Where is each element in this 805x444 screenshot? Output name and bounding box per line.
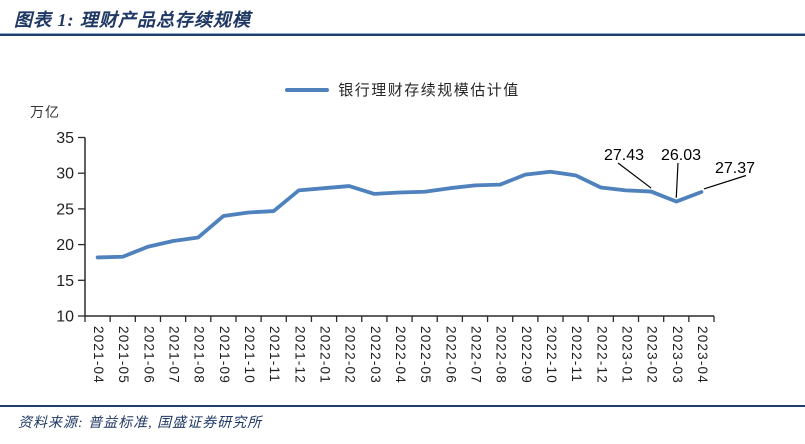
x-axis-tick-label: 2021-05 [116, 326, 131, 384]
header-divider [0, 33, 805, 36]
annotation-label: 26.03 [661, 147, 701, 164]
source-note: 资料来源: 普益标准, 国盛证券研究所 [18, 416, 263, 431]
annotation-label: 27.43 [604, 147, 644, 164]
x-axis-tick-label: 2023-02 [645, 326, 660, 384]
y-axis-tick-label: 35 [56, 130, 74, 147]
annotation-leader-line [617, 162, 652, 189]
x-axis-tick-label: 2021-07 [167, 326, 182, 384]
legend-label: 银行理财存续规模估计值 [338, 82, 520, 99]
y-axis-tick-label: 25 [56, 201, 74, 218]
annotation-label: 27.37 [715, 160, 755, 177]
x-axis-tick-label: 2022-06 [443, 326, 458, 384]
x-axis-tick-label: 2023-01 [619, 326, 634, 384]
x-axis-tick-label: 2021-08 [192, 326, 207, 384]
x-axis-tick-label: 2021-06 [141, 326, 156, 384]
x-axis-tick-label: 2022-01 [318, 326, 333, 384]
x-axis-tick-label: 2021-10 [242, 326, 257, 384]
legend-line-swatch [285, 87, 330, 92]
y-axis-tick-label: 10 [56, 309, 74, 326]
footer-divider [0, 405, 805, 407]
x-axis-tick-label: 2022-08 [494, 326, 509, 384]
x-axis-tick-label: 2022-07 [468, 326, 483, 384]
x-axis-tick-label: 2022-11 [569, 326, 584, 383]
x-axis-tick-label: 2022-04 [393, 326, 408, 384]
annotation-leader-line [675, 162, 679, 198]
x-axis-tick-label: 2023-04 [695, 326, 710, 384]
figure-title: 图表 1: 理财产品总存续规模 [14, 10, 251, 30]
x-axis-tick-label: 2021-12 [292, 326, 307, 384]
x-axis-tick-label: 2022-09 [519, 326, 534, 384]
x-axis-tick-label: 2022-02 [343, 326, 358, 384]
x-axis-tick-label: 2022-10 [544, 326, 559, 384]
series-line [95, 169, 704, 260]
x-axis-tick-label: 2021-09 [217, 326, 232, 384]
x-axis-tick-label: 2022-05 [418, 326, 433, 384]
x-axis-tick-label: 2022-03 [368, 326, 383, 384]
y-axis-tick-label: 20 [56, 237, 74, 254]
x-axis-tick-label: 2021-11 [267, 326, 282, 383]
chart-legend: 银行理财存续规模估计值 [0, 79, 805, 100]
y-axis-tick-label: 30 [56, 166, 74, 183]
y-axis-unit-label: 万亿 [30, 104, 60, 120]
x-axis-tick-label: 2021-04 [91, 326, 106, 384]
x-axis-tick-label: 2023-03 [670, 326, 685, 384]
x-axis-tick-label: 2022-12 [594, 326, 609, 384]
y-axis-tick-label: 15 [56, 273, 74, 290]
annotation-leader-line [703, 174, 747, 190]
